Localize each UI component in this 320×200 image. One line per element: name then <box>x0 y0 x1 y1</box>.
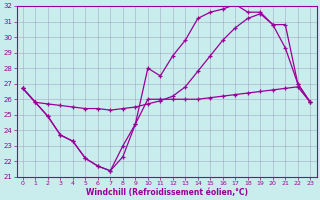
X-axis label: Windchill (Refroidissement éolien,°C): Windchill (Refroidissement éolien,°C) <box>85 188 248 197</box>
